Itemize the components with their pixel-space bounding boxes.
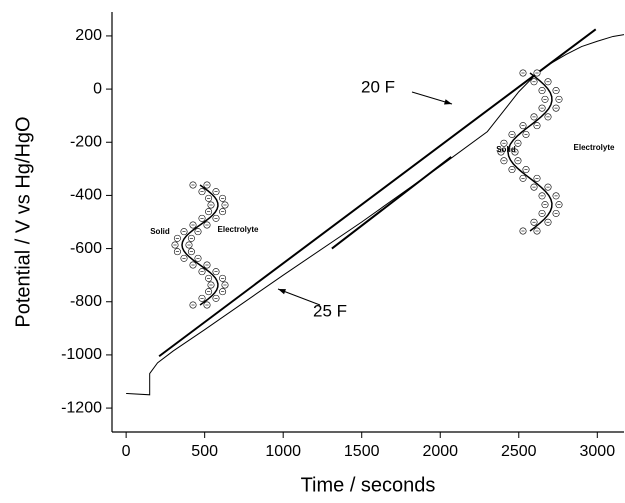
annotation: 25 F — [313, 301, 347, 320]
x-tick-label: 0 — [122, 443, 131, 460]
y-tick-label: -1200 — [61, 399, 102, 416]
arrow-head — [444, 99, 452, 105]
inset-diagram — [497, 69, 563, 235]
y-tick-label: 0 — [93, 80, 102, 97]
interface-curve — [181, 184, 219, 306]
x-tick-label: 500 — [191, 443, 218, 460]
inset-label: Solid — [150, 227, 170, 236]
fit-line — [158, 28, 597, 358]
inset-label: Electrolyte — [218, 225, 259, 234]
x-axis-label: Time / seconds — [301, 474, 436, 496]
y-axis-label: Potential / V vs Hg/HgO — [12, 116, 34, 327]
y-tick-label: -800 — [70, 293, 102, 310]
x-tick-label: 2500 — [501, 443, 537, 460]
x-tick-label: 1500 — [344, 443, 380, 460]
y-tick-label: -200 — [70, 133, 102, 150]
x-tick-label: 2000 — [422, 443, 458, 460]
y-tick-label: -600 — [70, 240, 102, 257]
data-curve — [126, 34, 625, 396]
interface-curve — [507, 72, 553, 232]
x-tick-label: 3000 — [580, 443, 616, 460]
fit-line — [331, 156, 452, 250]
x-tick-label: 1000 — [265, 443, 301, 460]
inset-label: Solid — [496, 145, 516, 154]
y-tick-label: 200 — [75, 27, 102, 44]
inset-label: Electrolyte — [574, 143, 615, 152]
y-tick-label: -1000 — [61, 346, 102, 363]
arrow-head — [278, 289, 286, 295]
inset-diagram — [171, 181, 229, 309]
annotation: 20 F — [361, 77, 395, 96]
y-tick-label: -400 — [70, 187, 102, 204]
